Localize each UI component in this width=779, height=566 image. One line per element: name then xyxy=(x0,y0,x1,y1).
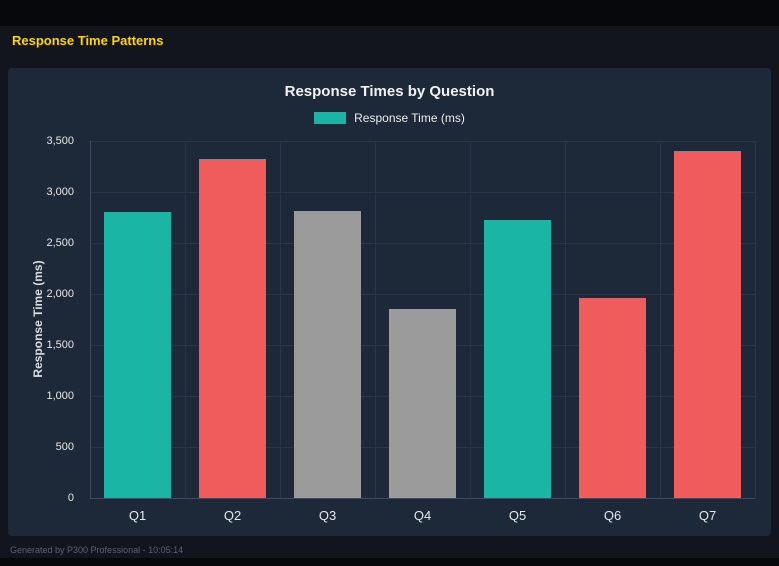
h-gridline xyxy=(90,141,755,142)
v-gridline xyxy=(470,141,471,498)
bar-q1[interactable] xyxy=(104,212,171,498)
bar-slot xyxy=(280,141,375,498)
x-axis-labels: Q1 Q2 Q3 Q4 Q5 Q6 Q7 xyxy=(90,508,755,523)
v-gridline xyxy=(280,141,281,498)
bar-q7[interactable] xyxy=(674,151,741,498)
y-tick-label: 2,500 xyxy=(46,237,74,249)
y-axis-line xyxy=(90,141,91,498)
bottom-window-strip xyxy=(0,558,779,566)
bar-slot xyxy=(185,141,280,498)
v-gridline xyxy=(185,141,186,498)
x-tick-label: Q2 xyxy=(223,508,242,523)
v-gridline xyxy=(375,141,376,498)
y-tick-label: 0 xyxy=(67,492,74,504)
bar-slot xyxy=(660,141,755,498)
v-gridline xyxy=(565,141,566,498)
y-tick-label: 3,000 xyxy=(46,186,74,198)
bar-slot xyxy=(565,141,660,498)
bar-q2[interactable] xyxy=(199,159,266,498)
x-tick-label: Q1 xyxy=(128,508,147,523)
bar-q4[interactable] xyxy=(389,309,456,498)
chart-legend[interactable]: Response Time (ms) xyxy=(8,111,771,125)
x-tick-label: Q5 xyxy=(508,508,527,523)
y-tick-label: 1,500 xyxy=(46,339,74,351)
y-tick-label: 3,500 xyxy=(46,135,74,147)
plot-area xyxy=(90,141,756,499)
x-tick-label: Q6 xyxy=(603,508,622,523)
v-gridline xyxy=(755,141,756,498)
y-tick-label: 2,000 xyxy=(46,288,74,300)
x-tick-label: Q7 xyxy=(698,508,717,523)
footer-note: Generated by P300 Professional - 10:05:1… xyxy=(10,545,184,555)
bar-slot xyxy=(375,141,470,498)
top-window-strip xyxy=(0,0,779,26)
bar-q6[interactable] xyxy=(579,298,646,498)
legend-label: Response Time (ms) xyxy=(354,111,465,125)
chart-title: Response Times by Question xyxy=(284,83,495,100)
h-gridline xyxy=(90,294,755,295)
legend-swatch xyxy=(314,112,347,124)
x-tick-label: Q3 xyxy=(318,508,337,523)
h-gridline xyxy=(90,192,755,193)
bar-q3[interactable] xyxy=(294,211,361,498)
x-axis-line xyxy=(90,498,755,499)
chart-panel: Response Times by Question Response Time… xyxy=(8,68,771,536)
page-title: Response Time Patterns xyxy=(12,33,164,48)
y-tick-label: 1,000 xyxy=(46,390,74,402)
bar-slot xyxy=(470,141,565,498)
bar-q5[interactable] xyxy=(484,219,551,498)
y-axis-ticks: 0 500 1,000 1,500 2,000 2,500 3,000 3,500 xyxy=(8,135,84,504)
bar-slot xyxy=(90,141,185,498)
v-gridline xyxy=(660,141,661,498)
h-gridline xyxy=(90,243,755,244)
y-tick-label: 500 xyxy=(55,441,74,453)
x-tick-label: Q4 xyxy=(413,508,432,523)
